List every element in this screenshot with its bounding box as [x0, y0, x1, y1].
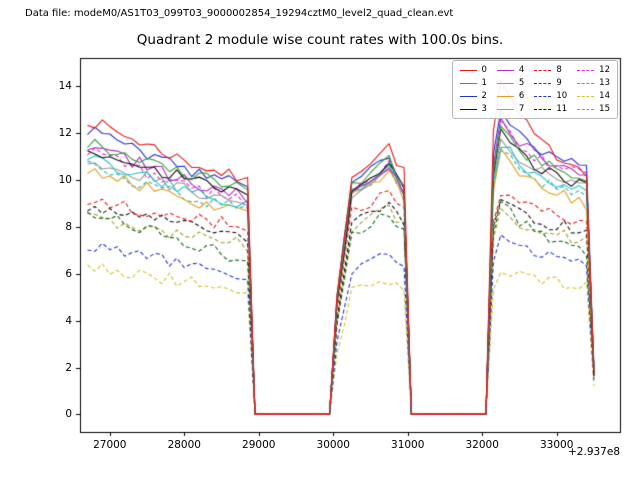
legend-entry-12: 12 — [577, 64, 610, 76]
legend-label: 1 — [481, 78, 487, 88]
legend-label: 7 — [518, 104, 525, 114]
legend-line-sample — [459, 95, 477, 97]
legend-entry-7: 7 — [496, 103, 525, 115]
legend-label: 4 — [518, 65, 525, 75]
legend-entry-3: 3 — [459, 103, 487, 115]
legend-line-sample — [534, 82, 552, 84]
y-tick-label: 14 — [58, 80, 72, 93]
x-tick-label: 31000 — [391, 439, 425, 451]
legend-entry-10: 10 — [534, 90, 567, 102]
legend-label: 14 — [599, 91, 610, 101]
legend-entry-8: 8 — [534, 64, 567, 76]
legend-label: 11 — [556, 104, 568, 114]
x-axis-offset-label: +2.937e8 — [568, 446, 620, 458]
x-tick-label: 28000 — [167, 439, 201, 451]
x-tick-label: 27000 — [93, 439, 127, 451]
legend-label: 2 — [481, 91, 487, 101]
legend-line-sample — [496, 69, 514, 71]
legend-label: 8 — [556, 65, 562, 75]
legend-line-sample — [496, 82, 514, 84]
legend-entry-9: 9 — [534, 77, 567, 89]
legend-entry-11: 11 — [534, 103, 567, 115]
y-tick-label: 2 — [65, 361, 72, 374]
legend-label: 5 — [518, 78, 525, 88]
x-tick-label: 30000 — [316, 439, 350, 451]
y-tick-label: 8 — [65, 220, 72, 233]
x-tick-label: 29000 — [242, 439, 276, 451]
legend-line-sample — [534, 108, 552, 110]
legend-line-sample — [459, 69, 477, 71]
y-tick-label: 6 — [65, 267, 72, 280]
legend-line-sample — [534, 69, 552, 71]
legend-entry-5: 5 — [496, 77, 525, 89]
legend-label: 15 — [599, 104, 610, 114]
legend-label: 10 — [556, 91, 568, 101]
legend-entry-15: 15 — [577, 103, 610, 115]
data-file-label: Data file: modeM0/AS1T03_099T03_90000028… — [25, 8, 454, 19]
legend-label: 12 — [599, 65, 610, 75]
legend-label: 9 — [556, 78, 562, 88]
legend-entry-4: 4 — [496, 64, 525, 76]
legend-line-sample — [577, 69, 595, 71]
legend-line-sample — [577, 108, 595, 110]
x-tick-label: 32000 — [465, 439, 499, 451]
legend-line-sample — [577, 95, 595, 97]
legend-line-sample — [459, 82, 477, 84]
legend-label: 6 — [518, 91, 525, 101]
chart-title: Quadrant 2 module wise count rates with … — [136, 32, 504, 48]
legend-entry-0: 0 — [459, 64, 487, 76]
y-tick-label: 4 — [65, 314, 72, 327]
legend-entry-6: 6 — [496, 90, 525, 102]
legend-label: 13 — [599, 78, 610, 88]
legend-line-sample — [577, 82, 595, 84]
legend-line-sample — [534, 95, 552, 97]
legend-entry-13: 13 — [577, 77, 610, 89]
y-tick-label: 12 — [58, 127, 72, 140]
legend-label: 0 — [481, 65, 487, 75]
legend-entry-1: 1 — [459, 77, 487, 89]
y-tick-label: 10 — [58, 173, 72, 186]
y-tick-label: 0 — [65, 408, 72, 421]
legend: 0 1 2 3 4 5 6 7 8 9 10 11 12 13 14 15 — [451, 60, 618, 119]
legend-label: 3 — [481, 104, 487, 114]
legend-entry-2: 2 — [459, 90, 487, 102]
legend-entry-14: 14 — [577, 90, 610, 102]
legend-line-sample — [496, 108, 514, 110]
legend-line-sample — [459, 108, 477, 110]
x-tick-label: 33000 — [539, 439, 574, 451]
legend-line-sample — [496, 95, 514, 97]
